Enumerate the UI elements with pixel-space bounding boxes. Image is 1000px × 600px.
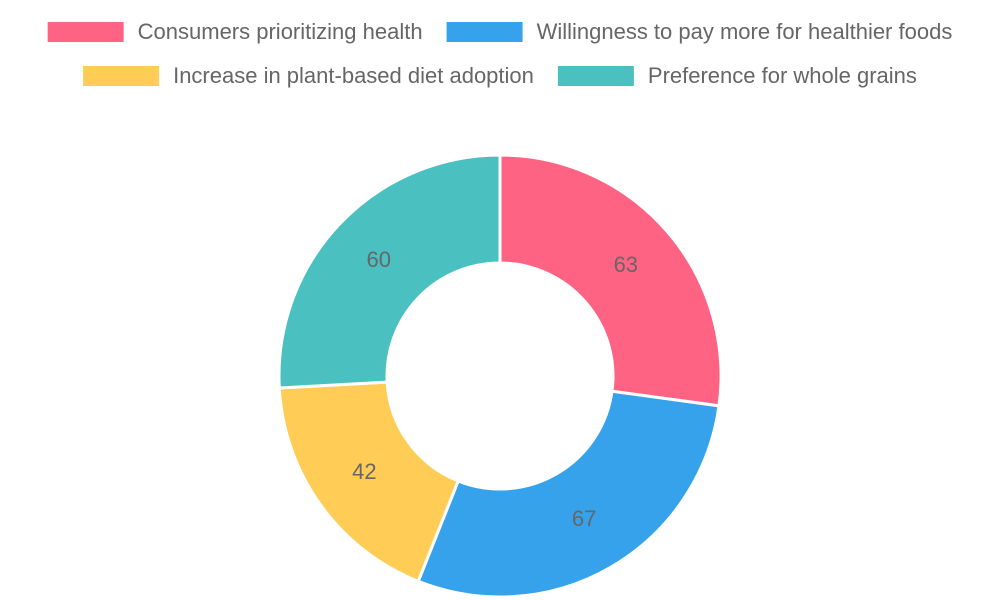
data-label: 67 bbox=[572, 506, 596, 531]
doughnut-slice bbox=[416, 389, 721, 599]
legend-swatch bbox=[47, 22, 124, 42]
legend-label: Increase in plant-based diet adoption bbox=[173, 63, 534, 88]
doughnut-slice bbox=[498, 153, 723, 408]
legend-label: Willingness to pay more for healthier fo… bbox=[537, 19, 953, 44]
legend-label: Preference for whole grains bbox=[648, 63, 917, 88]
legend-label: Consumers prioritizing health bbox=[138, 19, 423, 44]
doughnut-slice bbox=[277, 153, 502, 390]
legend-swatch bbox=[446, 22, 523, 42]
data-label: 42 bbox=[352, 459, 376, 484]
legend-swatch bbox=[557, 66, 634, 86]
data-label: 63 bbox=[614, 252, 638, 277]
data-label: 60 bbox=[367, 247, 391, 272]
legend-swatch bbox=[83, 66, 160, 86]
doughnut-slice bbox=[277, 380, 461, 584]
